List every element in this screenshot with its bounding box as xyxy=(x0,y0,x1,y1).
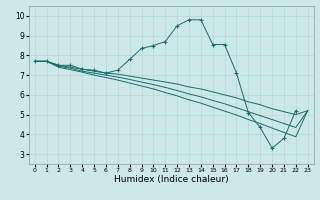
X-axis label: Humidex (Indice chaleur): Humidex (Indice chaleur) xyxy=(114,175,228,184)
